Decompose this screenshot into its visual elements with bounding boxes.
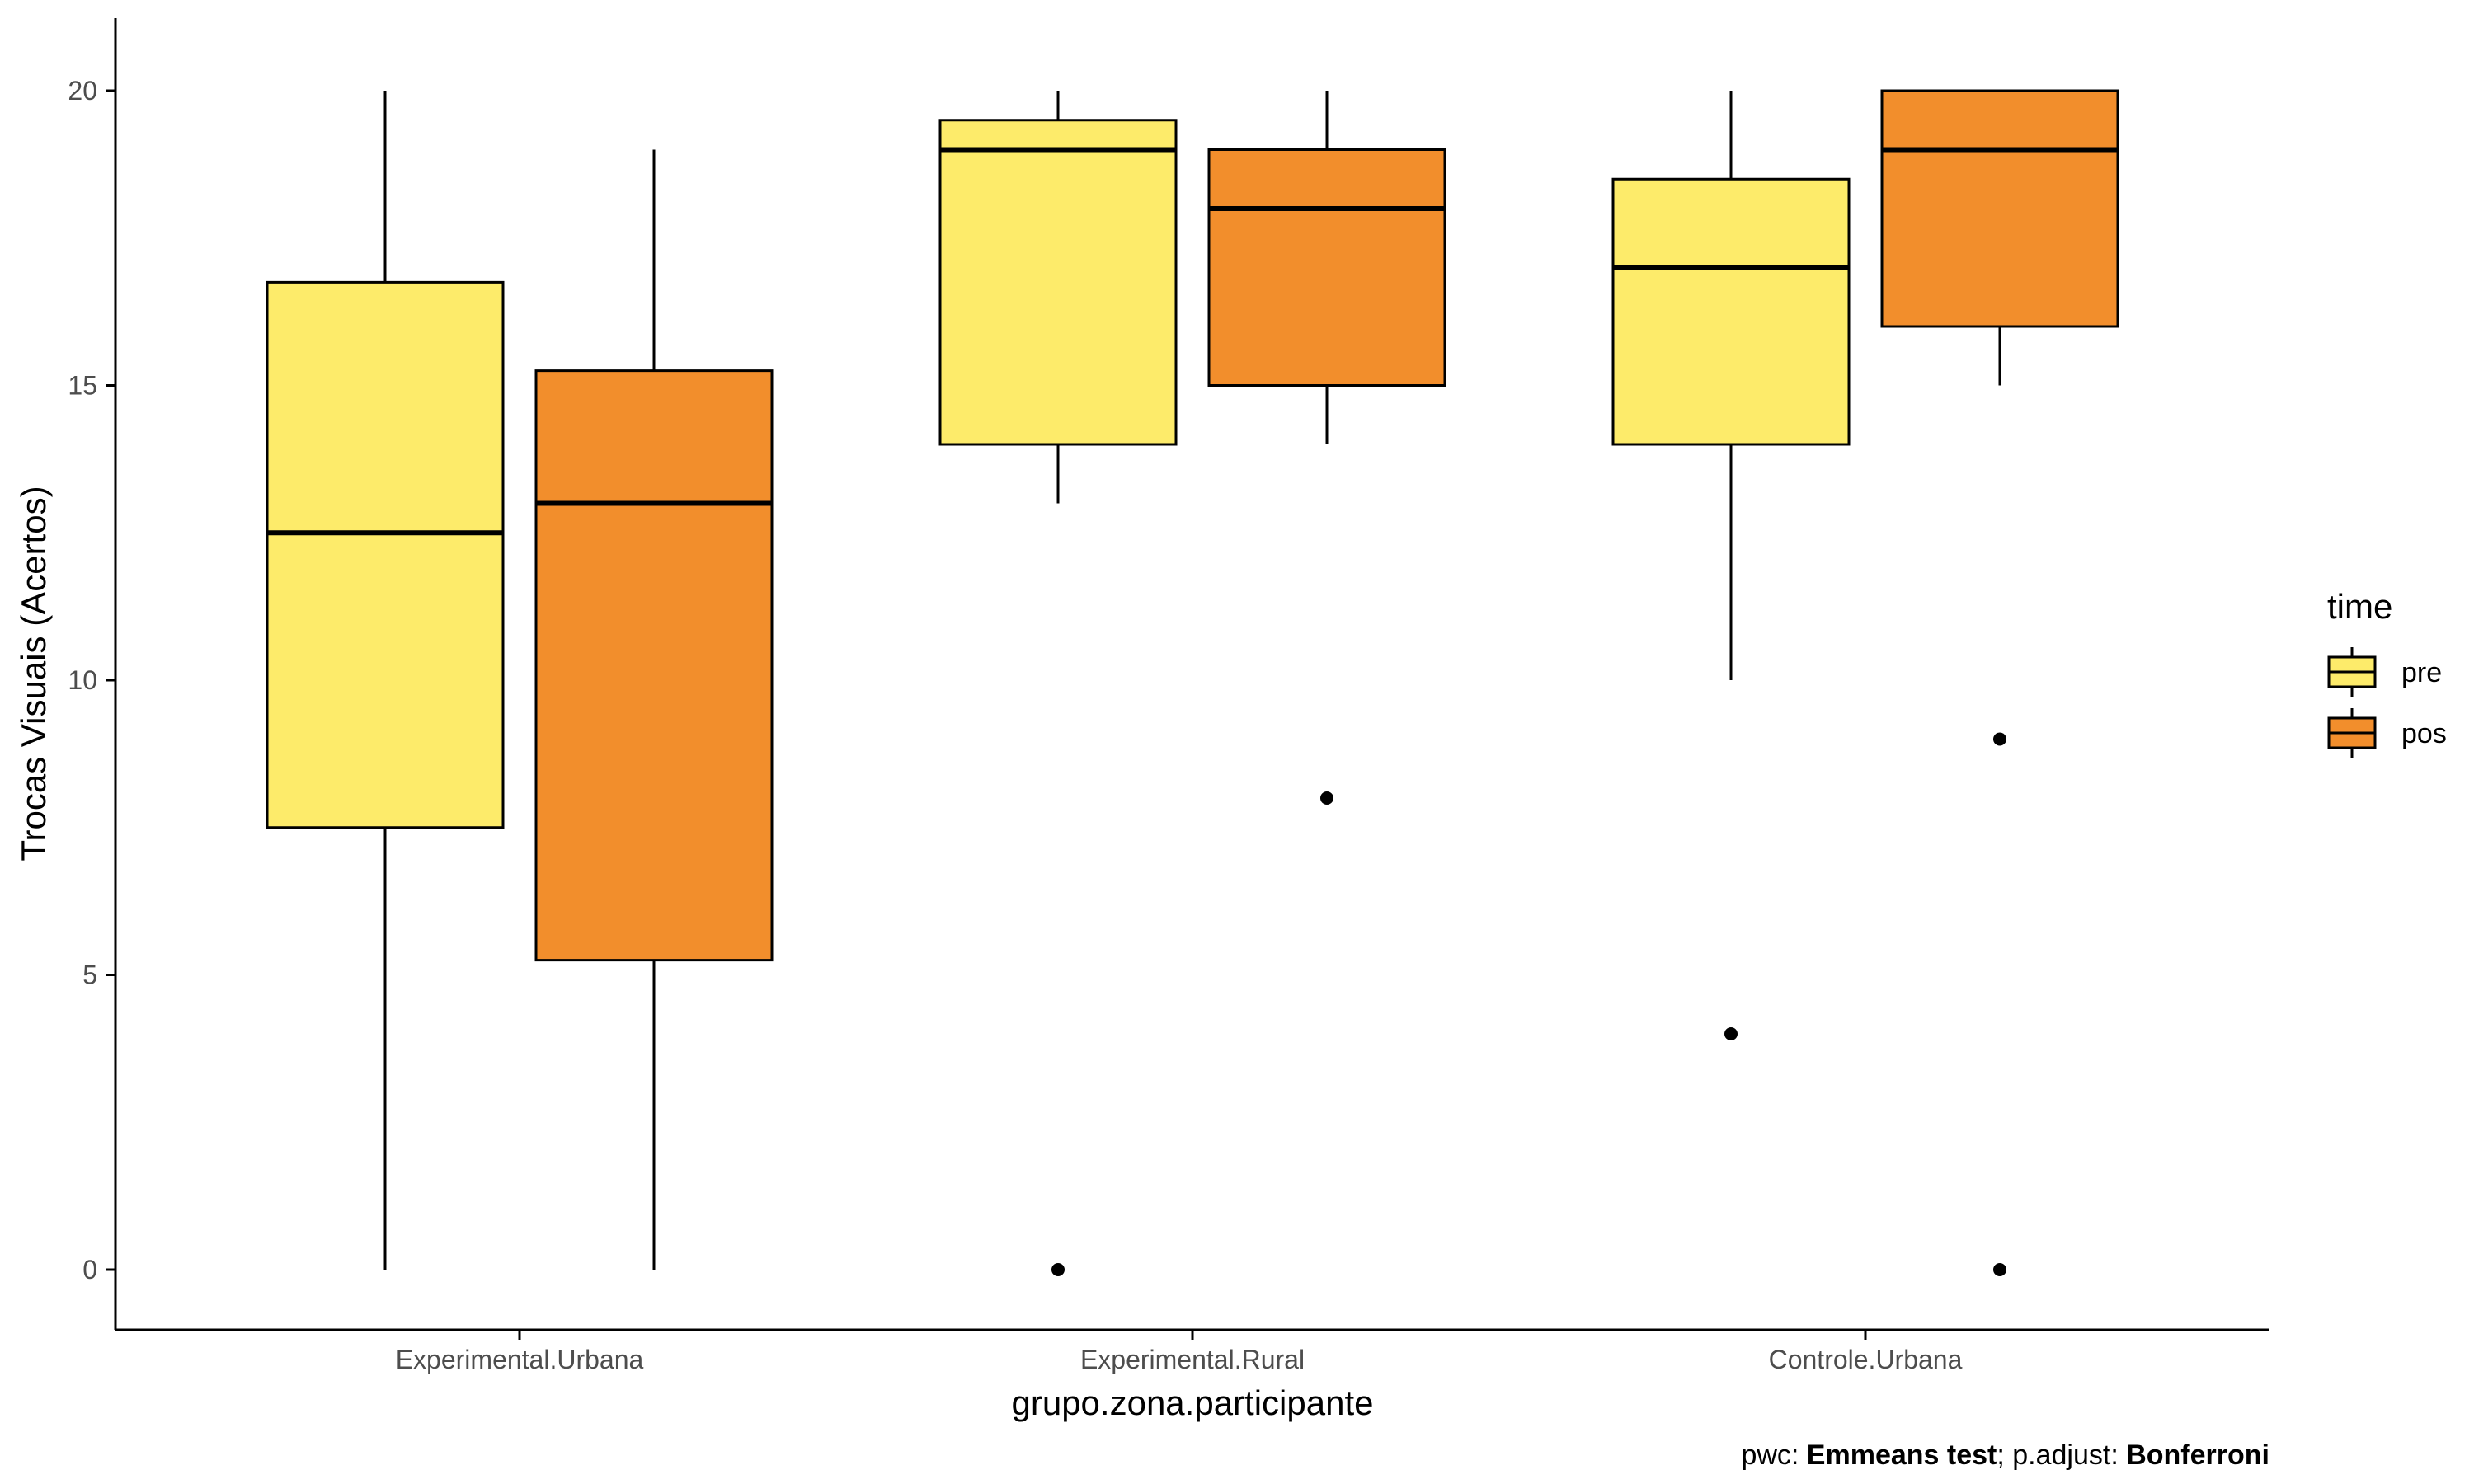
box-pre-Controle.Urbana bbox=[1611, 91, 1851, 1040]
x-tick-label: Experimental.Urbana bbox=[396, 1345, 644, 1374]
outlier-point bbox=[1320, 791, 1333, 805]
iqr-box bbox=[938, 119, 1178, 446]
legend-entries: pre pos bbox=[2327, 647, 2447, 758]
x-ticks: Experimental.Urbana Experimental.Rural Con… bbox=[396, 1330, 1963, 1374]
box-pos-Experimental.Rural bbox=[1207, 91, 1446, 805]
y-axis-title: Trocas Visuais (Acertos) bbox=[14, 486, 53, 861]
caption-sep: ; p.adjust: bbox=[1997, 1439, 2126, 1471]
caption-pwc-value: Emmeans test bbox=[1807, 1439, 1997, 1471]
plot-area bbox=[266, 89, 2119, 1276]
box-pos-Experimental.Urbana bbox=[534, 149, 774, 1270]
legend-title: time bbox=[2327, 587, 2392, 626]
box-pos-Controle.Urbana bbox=[1880, 89, 2119, 1276]
outlier-point bbox=[1993, 1263, 2006, 1276]
box-pre-Experimental.Rural bbox=[938, 91, 1178, 1276]
box-pre-Experimental.Urbana bbox=[266, 91, 505, 1270]
y-tick-label: 0 bbox=[82, 1255, 97, 1284]
caption-adjust-value: Bonferroni bbox=[2126, 1439, 2269, 1471]
iqr-box bbox=[266, 280, 505, 829]
x-tick-label: Experimental.Rural bbox=[1080, 1345, 1305, 1374]
legend-entry-pre: pre bbox=[2327, 647, 2442, 697]
outlier-point bbox=[1993, 732, 2006, 746]
legend-label: pos bbox=[2401, 718, 2447, 749]
x-tick-label: Controle.Urbana bbox=[1769, 1345, 1963, 1374]
legend: time pre pos bbox=[2327, 587, 2447, 758]
y-ticks: 0 5 10 15 20 bbox=[68, 76, 115, 1284]
x-axis-title: grupo.zona.participante bbox=[1012, 1383, 1374, 1422]
iqr-box bbox=[1207, 148, 1446, 387]
iqr-box bbox=[534, 369, 774, 962]
outlier-point bbox=[1724, 1027, 1738, 1040]
caption-pwc-label: pwc: bbox=[1741, 1439, 1806, 1471]
y-tick-label: 5 bbox=[82, 960, 97, 990]
y-tick-label: 15 bbox=[68, 371, 97, 401]
iqr-box bbox=[1611, 177, 1851, 446]
caption: pwc: Emmeans test; p.adjust: Bonferroni bbox=[1741, 1439, 2269, 1471]
outlier-point bbox=[1051, 1263, 1065, 1276]
iqr-box bbox=[1880, 89, 2119, 328]
y-tick-label: 20 bbox=[68, 76, 97, 106]
legend-label: pre bbox=[2401, 657, 2442, 688]
legend-entry-pos: pos bbox=[2327, 708, 2447, 758]
y-tick-label: 10 bbox=[68, 665, 97, 695]
